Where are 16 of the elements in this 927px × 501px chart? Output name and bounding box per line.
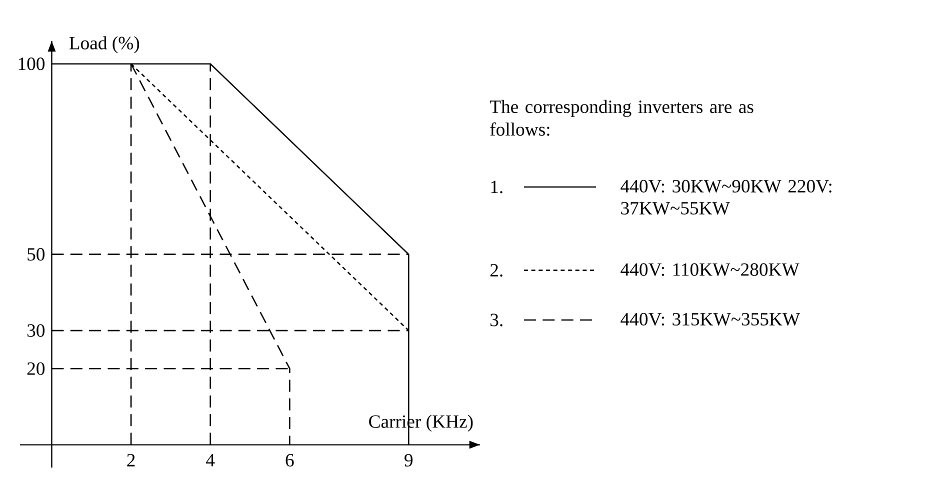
x-tick-label: 2 — [127, 454, 135, 466]
y-tick-label: 50 — [28, 248, 45, 261]
y-axis-title: Load (%) — [69, 36, 140, 54]
x-tick-label: 6 — [286, 454, 294, 467]
legend-title: The corresponding inverters are as follows: — [490, 100, 754, 136]
legend-label: 440V: 315KW~355KW — [620, 312, 800, 326]
y-tick-label: 30 — [27, 324, 45, 337]
legend-label: 440V: 110KW~280KW — [620, 263, 800, 276]
x-tick-label: 4 — [206, 454, 215, 466]
text: 3. — [490, 314, 502, 326]
text: 1. — [491, 180, 502, 194]
y-tick-label: 20 — [27, 362, 45, 375]
text: 2. — [490, 264, 502, 277]
y-tick-label: 100 — [18, 58, 45, 70]
legend-label: 440V: 30KW~90KW 220V: 37KW~55KW — [620, 180, 832, 215]
x-tick-label: 9 — [404, 454, 413, 467]
